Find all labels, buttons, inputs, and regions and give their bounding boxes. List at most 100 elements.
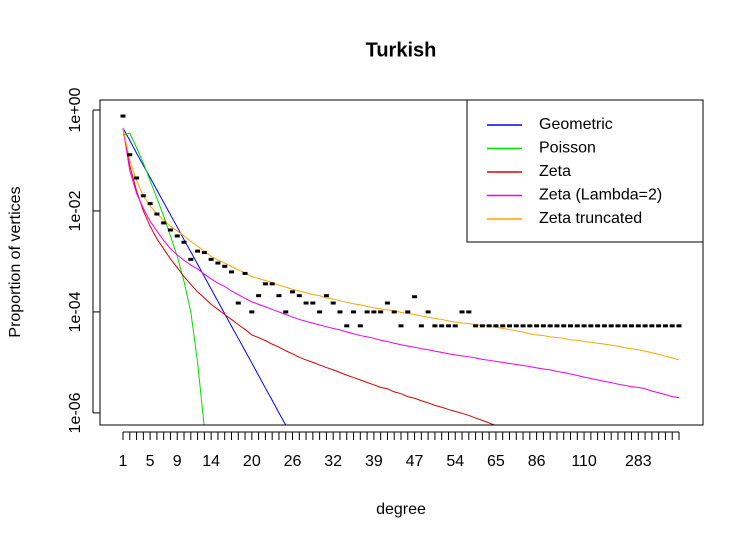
data-point [588,324,594,328]
x-tick-label: 65 [487,453,505,470]
data-point [473,324,479,328]
data-point [439,324,445,328]
data-point [120,114,126,118]
data-point [384,301,390,305]
data-point [425,310,431,314]
data-point [378,310,384,314]
data-point [622,324,628,328]
data-point [208,257,214,261]
legend-label: Zeta (Lambda=2) [539,187,662,204]
data-point [669,324,675,328]
x-tick-label: 5 [146,453,155,470]
data-point [412,295,418,299]
x-axis-label: degree [376,501,426,518]
data-point [391,310,397,314]
x-tick-label: 32 [324,453,342,470]
y-tick-label: 1e+00 [67,87,84,132]
data-point [161,221,167,225]
x-tick-label: 14 [202,453,220,470]
data-point [445,324,451,328]
data-point [283,310,289,314]
data-point [290,290,296,294]
data-point [459,310,465,314]
data-point [629,324,635,328]
data-point [154,212,160,216]
data-point [351,310,357,314]
data-point [642,324,648,328]
series-line [122,127,680,361]
data-point [500,324,506,328]
x-tick-label: 20 [243,453,261,470]
data-point [506,324,512,328]
data-point [147,202,153,206]
data-point [222,264,228,268]
legend-label: Zeta [539,163,571,180]
data-point [140,194,146,198]
data-point [195,249,201,253]
data-point [127,153,133,157]
x-tick-label: 26 [284,453,302,470]
data-point [262,282,268,286]
data-point [452,324,458,328]
plot-box [99,99,704,426]
data-point [547,324,553,328]
legend-label: Zeta truncated [539,210,642,227]
data-point [398,324,404,328]
series-line [122,127,287,425]
data-point [662,324,668,328]
x-tick-label: 54 [446,453,464,470]
x-tick-label: 86 [528,453,546,470]
chart-title: Turkish [366,39,437,61]
data-point [554,324,560,328]
data-point [201,251,207,255]
data-point [235,301,241,305]
data-point [174,234,180,238]
data-point [432,324,438,328]
data-point [486,324,492,328]
series-line [122,132,205,425]
data-point [256,294,262,298]
data-point [479,324,485,328]
data-point [527,324,533,328]
y-axis-label: Proportion of vertices [7,186,24,337]
data-point [608,324,614,328]
y-tick-label: 1e-06 [67,392,84,433]
data-point [595,324,601,328]
data-point [615,324,621,328]
data-point [513,324,519,328]
x-tick-label: 283 [625,453,652,470]
y-tick-label: 1e-04 [67,291,84,332]
x-tick-label: 110 [571,453,597,470]
data-point [635,324,641,328]
x-tick-label: 1 [119,453,128,470]
x-tick-label: 9 [173,453,182,470]
data-point [364,310,370,314]
data-point [181,240,187,244]
data-point [344,324,350,328]
data-point [601,324,607,328]
data-point [568,324,574,328]
data-point [493,324,499,328]
data-point [228,270,234,274]
data-point [418,324,424,328]
data-point [405,310,411,314]
series-line [122,127,680,399]
y-tick-label: 1e-02 [67,190,84,231]
legend-label: Poisson [539,140,596,157]
data-point [134,176,140,180]
data-point [357,324,363,328]
data-point [337,310,343,314]
data-point [371,310,377,314]
x-tick-label: 39 [365,453,383,470]
data-point [296,294,302,298]
data-point [188,257,194,261]
data-point [317,310,323,314]
data-point [323,294,329,298]
data-point [581,324,587,328]
data-point [167,228,173,232]
data-point [656,324,662,328]
data-point [540,324,546,328]
data-point [276,294,282,298]
data-point [269,282,275,286]
